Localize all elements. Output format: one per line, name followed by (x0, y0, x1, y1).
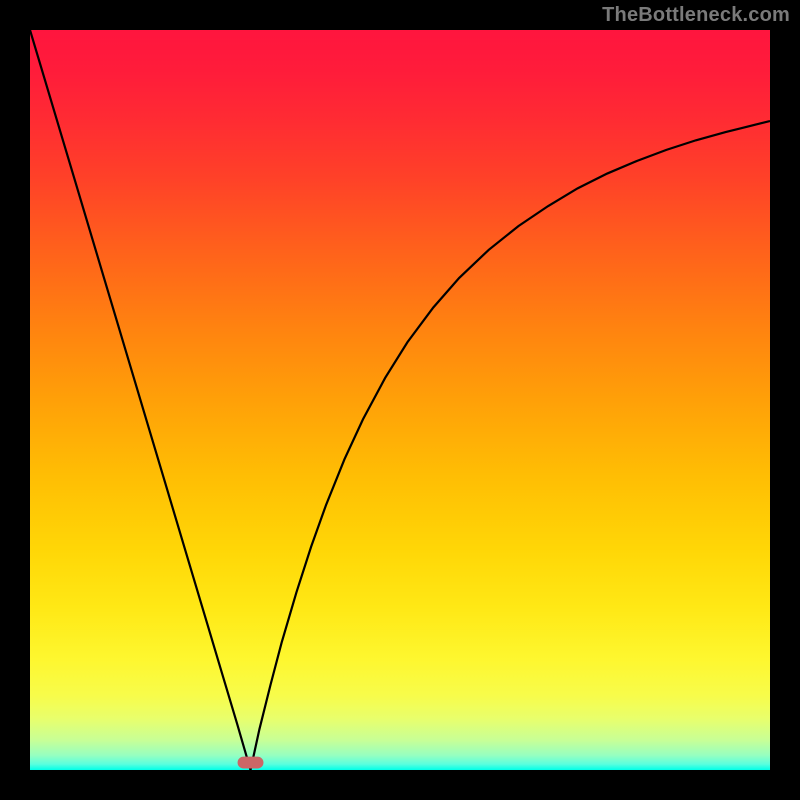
watermark-text: TheBottleneck.com (602, 4, 790, 27)
plot-area (30, 30, 770, 770)
chart-container: TheBottleneck.com (0, 0, 800, 800)
optimum-marker (238, 757, 264, 769)
